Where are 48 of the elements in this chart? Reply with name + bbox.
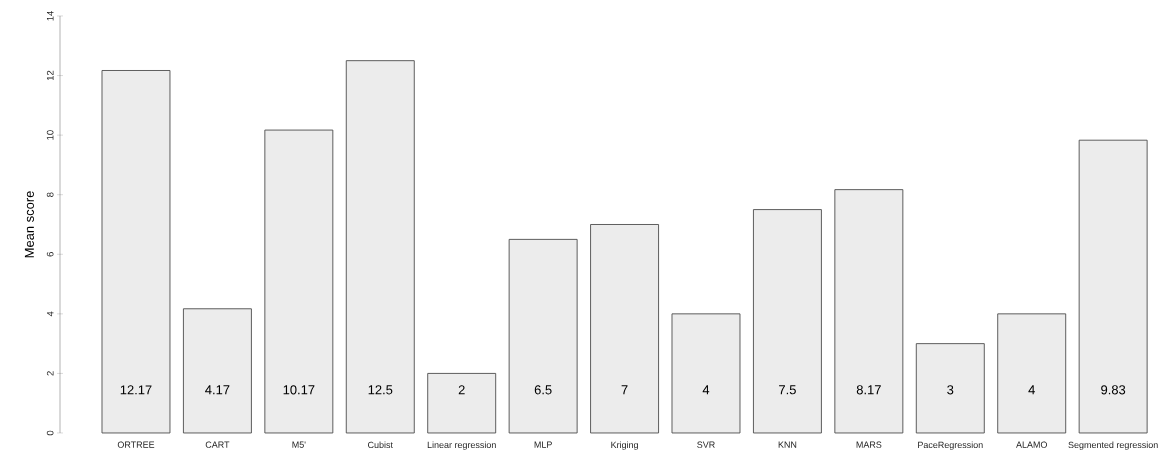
x-tick-label: Cubist bbox=[368, 441, 393, 449]
bar bbox=[182, 308, 252, 434]
y-tick-label: 6 bbox=[46, 252, 54, 257]
data-label: 4 bbox=[702, 385, 710, 395]
y-tick-label: 4 bbox=[46, 311, 54, 317]
bar bbox=[101, 70, 171, 434]
bar bbox=[590, 224, 660, 434]
data-label: 4 bbox=[1028, 385, 1035, 395]
x-tick-label: CART bbox=[205, 441, 230, 448]
data-label: 6.5 bbox=[534, 385, 552, 395]
y-tick-label: 0 bbox=[46, 430, 54, 436]
data-label: 12.5 bbox=[368, 385, 393, 395]
bar bbox=[264, 129, 334, 434]
bar bbox=[1078, 139, 1148, 434]
x-tick-label: SVR bbox=[697, 441, 715, 448]
x-tick-label: MARS bbox=[856, 441, 882, 448]
y-tick-label: 8 bbox=[46, 192, 54, 197]
data-label: 4.17 bbox=[205, 385, 230, 395]
bar bbox=[834, 189, 904, 434]
y-tick-label: 12 bbox=[46, 70, 54, 81]
y-tick-label: 2 bbox=[46, 371, 54, 376]
y-axis-title: Mean score bbox=[24, 191, 34, 258]
y-tick-label: 14 bbox=[46, 11, 54, 21]
data-label: 3 bbox=[947, 385, 954, 395]
data-label: 12.17 bbox=[120, 385, 152, 395]
bar bbox=[345, 60, 415, 434]
data-label: 10.17 bbox=[283, 385, 315, 395]
bar bbox=[671, 313, 741, 434]
x-tick-label: ALAMO bbox=[1016, 441, 1047, 448]
x-tick-label: PaceRegression bbox=[918, 441, 983, 450]
data-label: 9.83 bbox=[1101, 385, 1126, 395]
y-tick-label: 10 bbox=[46, 130, 54, 140]
bar bbox=[752, 209, 822, 434]
x-tick-label: Kriging bbox=[611, 441, 638, 450]
x-tick-label: KNN bbox=[778, 441, 797, 448]
data-label: 7.5 bbox=[779, 385, 796, 395]
x-tick-label: ORTREE bbox=[117, 441, 155, 448]
bar bbox=[997, 313, 1067, 434]
x-tick-label: Linear regression bbox=[427, 441, 496, 450]
x-tick-label: Segmented regression bbox=[1068, 441, 1158, 450]
x-tick-label: M5' bbox=[292, 441, 306, 448]
data-label: 2 bbox=[458, 385, 465, 395]
x-tick-label: MLP bbox=[534, 441, 552, 448]
bar bbox=[508, 238, 578, 434]
data-label: 8.17 bbox=[856, 385, 881, 395]
data-label: 7 bbox=[621, 385, 628, 395]
bar bbox=[427, 372, 497, 434]
bar bbox=[915, 343, 985, 434]
